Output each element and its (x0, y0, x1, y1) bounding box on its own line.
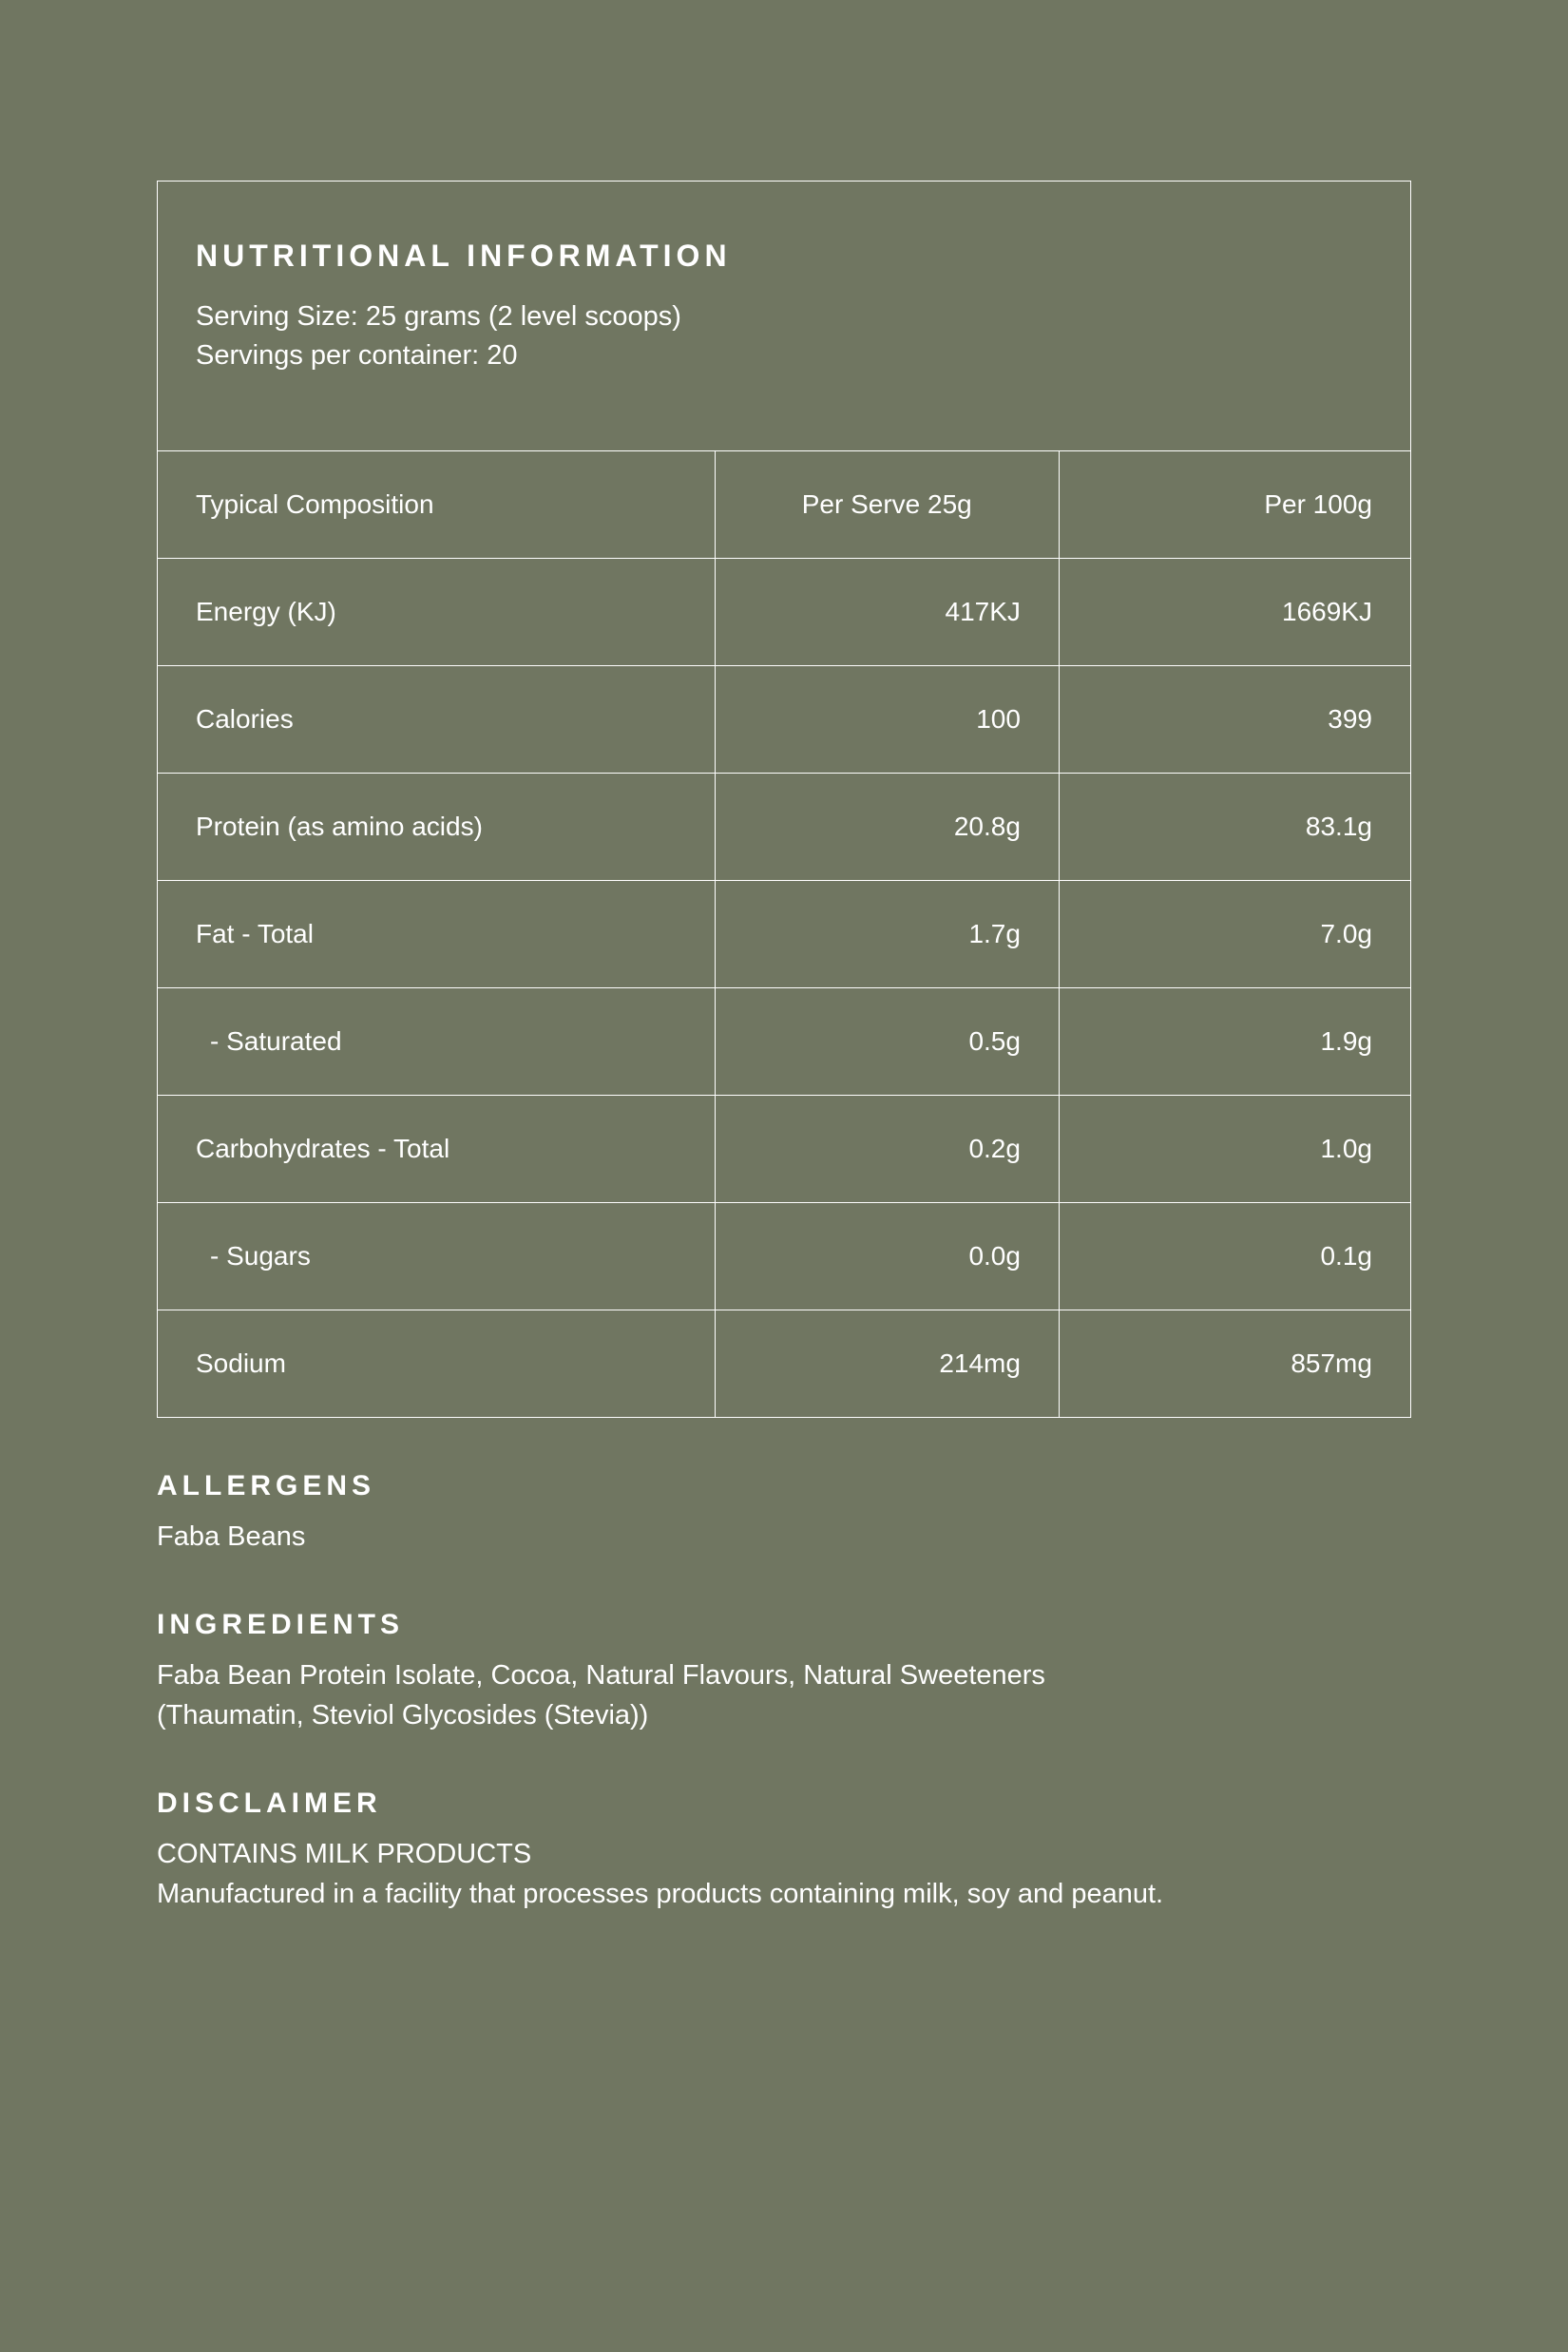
row-per-100g: 1.9g (1060, 988, 1410, 1095)
ingredients-heading: INGREDIENTS (157, 1609, 1411, 1641)
row-per-100g: 83.1g (1060, 774, 1410, 880)
allergens-heading: ALLERGENS (157, 1470, 1411, 1502)
ingredients-body: Faba Bean Protein Isolate, Cocoa, Natura… (157, 1655, 1164, 1735)
disclaimer-line2: Manufactured in a facility that processe… (157, 1879, 1163, 1909)
nutrition-table: Typical Composition Per Serve 25g Per 10… (158, 450, 1410, 1417)
row-per-100g: 0.1g (1060, 1203, 1410, 1310)
row-per-serve: 0.5g (716, 988, 1060, 1095)
row-per-100g: 399 (1060, 666, 1410, 773)
table-row: - Saturated0.5g1.9g (158, 987, 1410, 1095)
row-per-100g: 7.0g (1060, 881, 1410, 987)
serving-size: Serving Size: 25 grams (2 level scoops) (196, 297, 1372, 336)
allergens-body: Faba Beans (157, 1517, 1164, 1557)
row-label: Sodium (158, 1310, 716, 1417)
disclaimer-line1: CONTAINS MILK PRODUCTS (157, 1839, 531, 1869)
row-per-100g: 857mg (1060, 1310, 1410, 1417)
row-per-serve: 1.7g (716, 881, 1060, 987)
row-per-serve: 0.2g (716, 1096, 1060, 1202)
row-label: - Sugars (158, 1203, 716, 1310)
row-label: Calories (158, 666, 716, 773)
row-per-serve: 20.8g (716, 774, 1060, 880)
row-per-serve: 417KJ (716, 559, 1060, 665)
panel-title: NUTRITIONAL INFORMATION (196, 239, 1372, 274)
row-per-serve: 0.0g (716, 1203, 1060, 1310)
table-header-row: Typical Composition Per Serve 25g Per 10… (158, 450, 1410, 558)
table-row: Fat - Total1.7g7.0g (158, 880, 1410, 987)
row-label: Protein (as amino acids) (158, 774, 716, 880)
ingredients-section: INGREDIENTS Faba Bean Protein Isolate, C… (157, 1609, 1411, 1735)
table-row: Energy (KJ)417KJ1669KJ (158, 558, 1410, 665)
row-label: - Saturated (158, 988, 716, 1095)
nutrition-panel: NUTRITIONAL INFORMATION Serving Size: 25… (157, 181, 1411, 1418)
table-row: Protein (as amino acids)20.8g83.1g (158, 773, 1410, 880)
allergens-section: ALLERGENS Faba Beans (157, 1470, 1411, 1557)
row-per-100g: 1669KJ (1060, 559, 1410, 665)
servings-per-container: Servings per container: 20 (196, 336, 1372, 375)
disclaimer-body: CONTAINS MILK PRODUCTS Manufactured in a… (157, 1834, 1164, 1914)
table-row: Sodium214mg857mg (158, 1310, 1410, 1417)
table-row: Carbohydrates - Total0.2g1.0g (158, 1095, 1410, 1202)
column-header-per-100g: Per 100g (1060, 451, 1410, 558)
row-per-serve: 214mg (716, 1310, 1060, 1417)
disclaimer-section: DISCLAIMER CONTAINS MILK PRODUCTS Manufa… (157, 1788, 1411, 1914)
disclaimer-heading: DISCLAIMER (157, 1788, 1411, 1820)
row-label: Carbohydrates - Total (158, 1096, 716, 1202)
row-per-serve: 100 (716, 666, 1060, 773)
table-row: Calories100399 (158, 665, 1410, 773)
row-per-100g: 1.0g (1060, 1096, 1410, 1202)
table-row: - Sugars0.0g0.1g (158, 1202, 1410, 1310)
row-label: Fat - Total (158, 881, 716, 987)
column-header-per-serve: Per Serve 25g (716, 451, 1060, 558)
row-label: Energy (KJ) (158, 559, 716, 665)
panel-header: NUTRITIONAL INFORMATION Serving Size: 25… (158, 182, 1410, 450)
column-header-label: Typical Composition (158, 451, 716, 558)
